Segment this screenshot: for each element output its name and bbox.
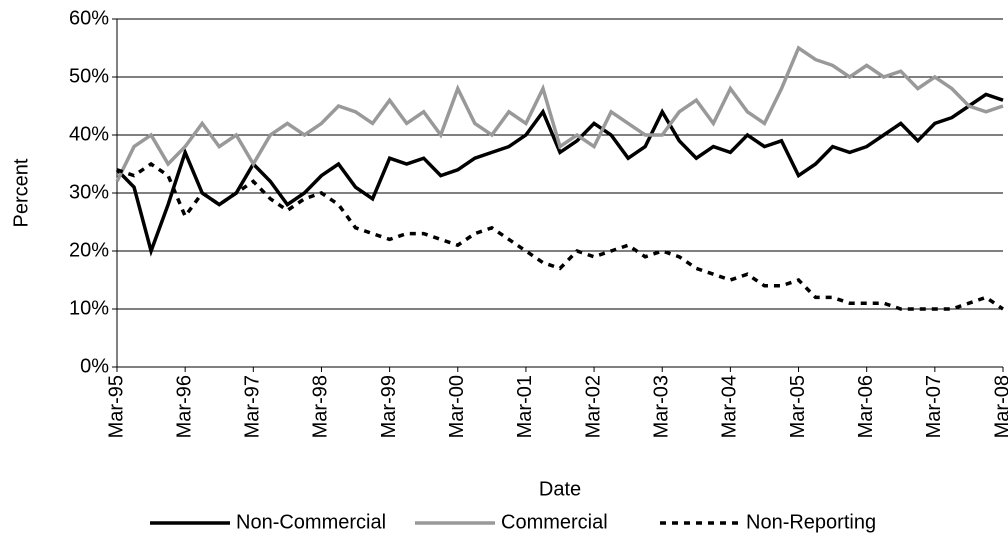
data-line bbox=[115, 92, 1004, 257]
x-tick-label: Mar-05 bbox=[787, 375, 809, 438]
y-tick-label: 30% bbox=[69, 181, 109, 203]
y-axis-title: Percent bbox=[10, 158, 32, 227]
x-tick-label: Mar-01 bbox=[514, 375, 536, 438]
data-line bbox=[116, 161, 1004, 311]
data-line bbox=[115, 45, 1004, 183]
x-tick-label: Mar-04 bbox=[719, 375, 741, 438]
y-tick-label: 50% bbox=[69, 65, 109, 87]
x-tick-label: Mar-07 bbox=[923, 375, 945, 438]
x-tick-label: Mar-99 bbox=[378, 375, 400, 438]
x-tick-label: Mar-98 bbox=[310, 375, 332, 438]
legend-label: Commercial bbox=[501, 511, 608, 533]
x-tick-label: Mar-06 bbox=[855, 375, 877, 438]
x-axis-title: Date bbox=[539, 478, 581, 500]
x-tick-label: Mar-03 bbox=[651, 375, 673, 438]
legend-label: Non-Reporting bbox=[746, 511, 876, 533]
x-tick-label: Mar-95 bbox=[105, 375, 127, 438]
y-tick-label: 60% bbox=[69, 7, 109, 29]
y-tick-label: 0% bbox=[80, 355, 109, 377]
y-tick-label: 10% bbox=[69, 297, 109, 319]
x-tick-label: Mar-97 bbox=[242, 375, 264, 438]
y-tick-label: 40% bbox=[69, 123, 109, 145]
legend-label: Non-Commercial bbox=[236, 511, 386, 533]
x-tick-label: Mar-96 bbox=[173, 375, 195, 438]
x-tick-label: Mar-08 bbox=[991, 375, 1008, 438]
x-tick-label: Mar-00 bbox=[446, 375, 468, 438]
x-tick-label: Mar-02 bbox=[582, 375, 604, 438]
y-tick-label: 20% bbox=[69, 239, 109, 261]
